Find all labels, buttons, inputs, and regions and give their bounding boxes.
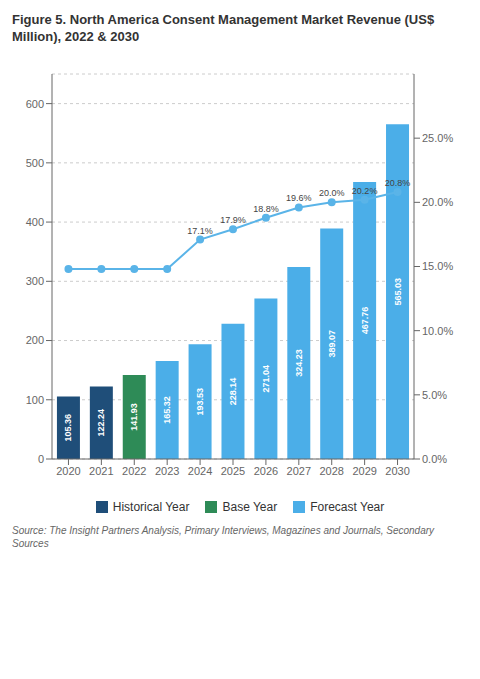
svg-text:500: 500 xyxy=(26,157,44,169)
svg-text:17.1%: 17.1% xyxy=(187,225,213,235)
svg-text:2029: 2029 xyxy=(352,465,376,477)
svg-text:324.23: 324.23 xyxy=(294,349,304,377)
svg-text:193.53: 193.53 xyxy=(195,388,205,416)
svg-text:2025: 2025 xyxy=(221,465,245,477)
svg-text:600: 600 xyxy=(26,97,44,109)
svg-text:19.6%: 19.6% xyxy=(286,193,312,203)
svg-text:271.04: 271.04 xyxy=(261,365,271,393)
svg-text:2028: 2028 xyxy=(319,465,343,477)
svg-text:389.07: 389.07 xyxy=(327,330,337,358)
svg-text:20.8%: 20.8% xyxy=(385,178,411,188)
html-text:Base Year: Base Year xyxy=(222,499,278,514)
svg-text:2021: 2021 xyxy=(89,465,113,477)
html-text:Figure 5. North America Consen: Figure 5. North America Consent Manageme… xyxy=(12,12,435,44)
svg-text:2027: 2027 xyxy=(287,465,311,477)
svg-text:18.8%: 18.8% xyxy=(253,204,279,214)
svg-text:2024: 2024 xyxy=(188,465,212,477)
svg-text:0.0%: 0.0% xyxy=(422,453,447,465)
html-text:Historical Year: Historical Year xyxy=(112,499,190,514)
svg-text:10.0%: 10.0% xyxy=(422,324,453,336)
svg-text:17.9%: 17.9% xyxy=(220,215,246,225)
svg-text:20.0%: 20.0% xyxy=(319,188,345,198)
svg-text:400: 400 xyxy=(26,216,44,228)
svg-text:2023: 2023 xyxy=(155,465,179,477)
svg-text:2030: 2030 xyxy=(385,465,409,477)
svg-text:20.2%: 20.2% xyxy=(352,186,378,196)
html-text:Source: The Insight Partners A: Source: The Insight Partners Analysis, P… xyxy=(12,524,434,549)
svg-text:467.76: 467.76 xyxy=(360,306,370,334)
svg-text:20.0%: 20.0% xyxy=(422,196,453,208)
svg-text:5.0%: 5.0% xyxy=(422,389,447,401)
svg-text:200: 200 xyxy=(26,334,44,346)
svg-text:565.03: 565.03 xyxy=(393,278,403,306)
svg-text:15.0%: 15.0% xyxy=(422,260,453,272)
svg-text:105.36: 105.36 xyxy=(63,414,73,442)
svg-text:228.14: 228.14 xyxy=(228,377,238,405)
svg-text:2022: 2022 xyxy=(122,465,146,477)
svg-text:2020: 2020 xyxy=(56,465,80,477)
svg-text:122.24: 122.24 xyxy=(96,409,106,437)
svg-text:300: 300 xyxy=(26,275,44,287)
svg-text:141.93: 141.93 xyxy=(129,403,139,431)
svg-text:100: 100 xyxy=(26,393,44,405)
svg-text:165.32: 165.32 xyxy=(162,396,172,424)
svg-text:0: 0 xyxy=(38,453,44,465)
html-text:Forecast Year: Forecast Year xyxy=(310,499,385,514)
svg-text:2026: 2026 xyxy=(254,465,278,477)
svg-text:25.0%: 25.0% xyxy=(422,132,453,144)
